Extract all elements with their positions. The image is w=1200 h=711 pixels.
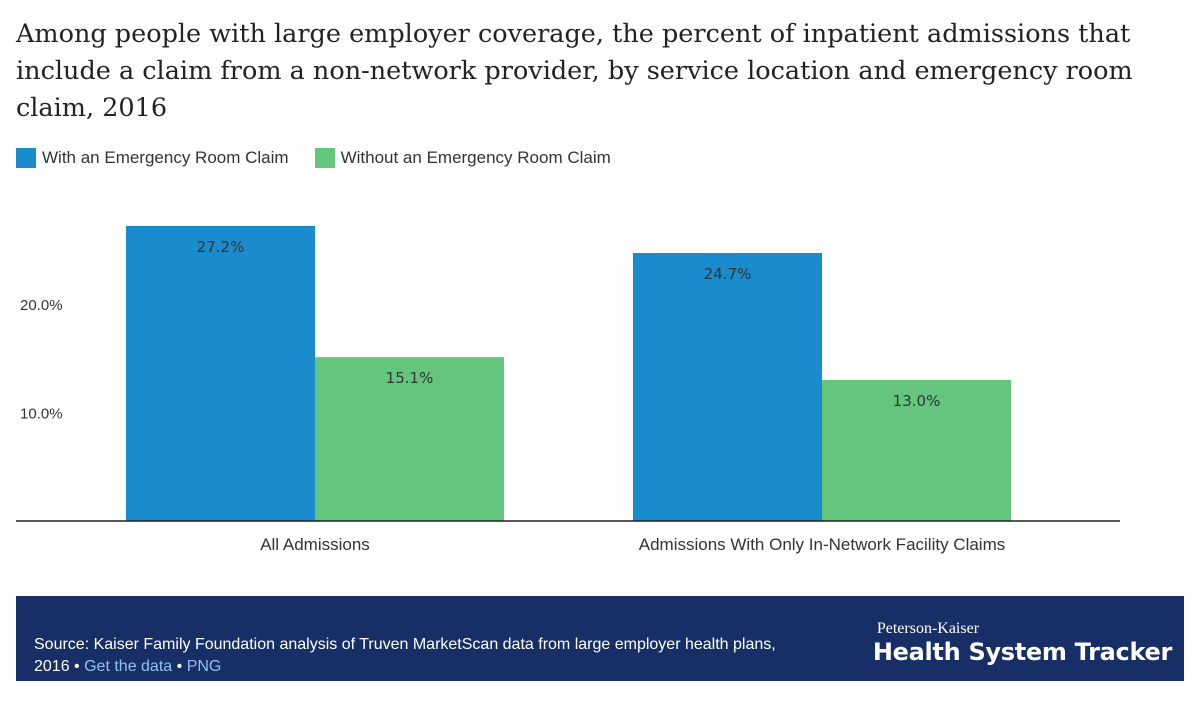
chart-title: Among people with large employer coverag…	[16, 19, 1133, 123]
data-label: 13.0%	[893, 392, 941, 410]
brand-big-text: Health System Tracker	[872, 638, 1172, 666]
brand-small-text: Peterson-Kaiser	[876, 620, 980, 637]
bar	[126, 225, 315, 521]
bar-chart: 10.0% 20.0% 27.2% 15.1% All Admissions 24.7% 1…	[16, 225, 1120, 554]
data-label: 24.7%	[704, 265, 752, 283]
x-tick-label: All Admissions	[260, 535, 370, 554]
bar	[633, 253, 822, 521]
separator: •	[74, 658, 80, 675]
source-text: Source: Kaiser Family Foundation analysi…	[34, 636, 776, 675]
legend-label-without-er: Without an Emergency Room Claim	[340, 148, 611, 167]
data-label: 15.1%	[386, 369, 434, 387]
legend: With an Emergency Room Claim Without an …	[16, 148, 637, 168]
source-note: Source: Kaiser Family Foundation analysi…	[34, 634, 814, 678]
legend-item-with-er[interactable]: With an Emergency Room Claim	[16, 148, 289, 168]
legend-swatch-without-er	[314, 148, 335, 168]
brand-logo[interactable]: Peterson-Kaiser Health System Tracker	[873, 620, 1172, 666]
footer: Source: Kaiser Family Foundation analysi…	[16, 596, 1184, 681]
png-link[interactable]: PNG	[186, 658, 222, 675]
bar	[315, 357, 504, 521]
x-tick-label: Admissions With Only In-Network Facility…	[639, 535, 1006, 554]
legend-swatch-with-er	[16, 148, 36, 168]
legend-label-with-er: With an Emergency Room Claim	[42, 148, 289, 167]
bar	[822, 379, 1011, 521]
legend-item-without-er[interactable]: Without an Emergency Room Claim	[314, 148, 611, 168]
get-data-link[interactable]: Get the data	[84, 658, 173, 675]
y-tick-label: 20.0%	[20, 297, 63, 314]
separator: •	[176, 658, 183, 675]
y-tick-label: 10.0%	[20, 406, 63, 423]
data-label: 27.2%	[197, 238, 245, 256]
